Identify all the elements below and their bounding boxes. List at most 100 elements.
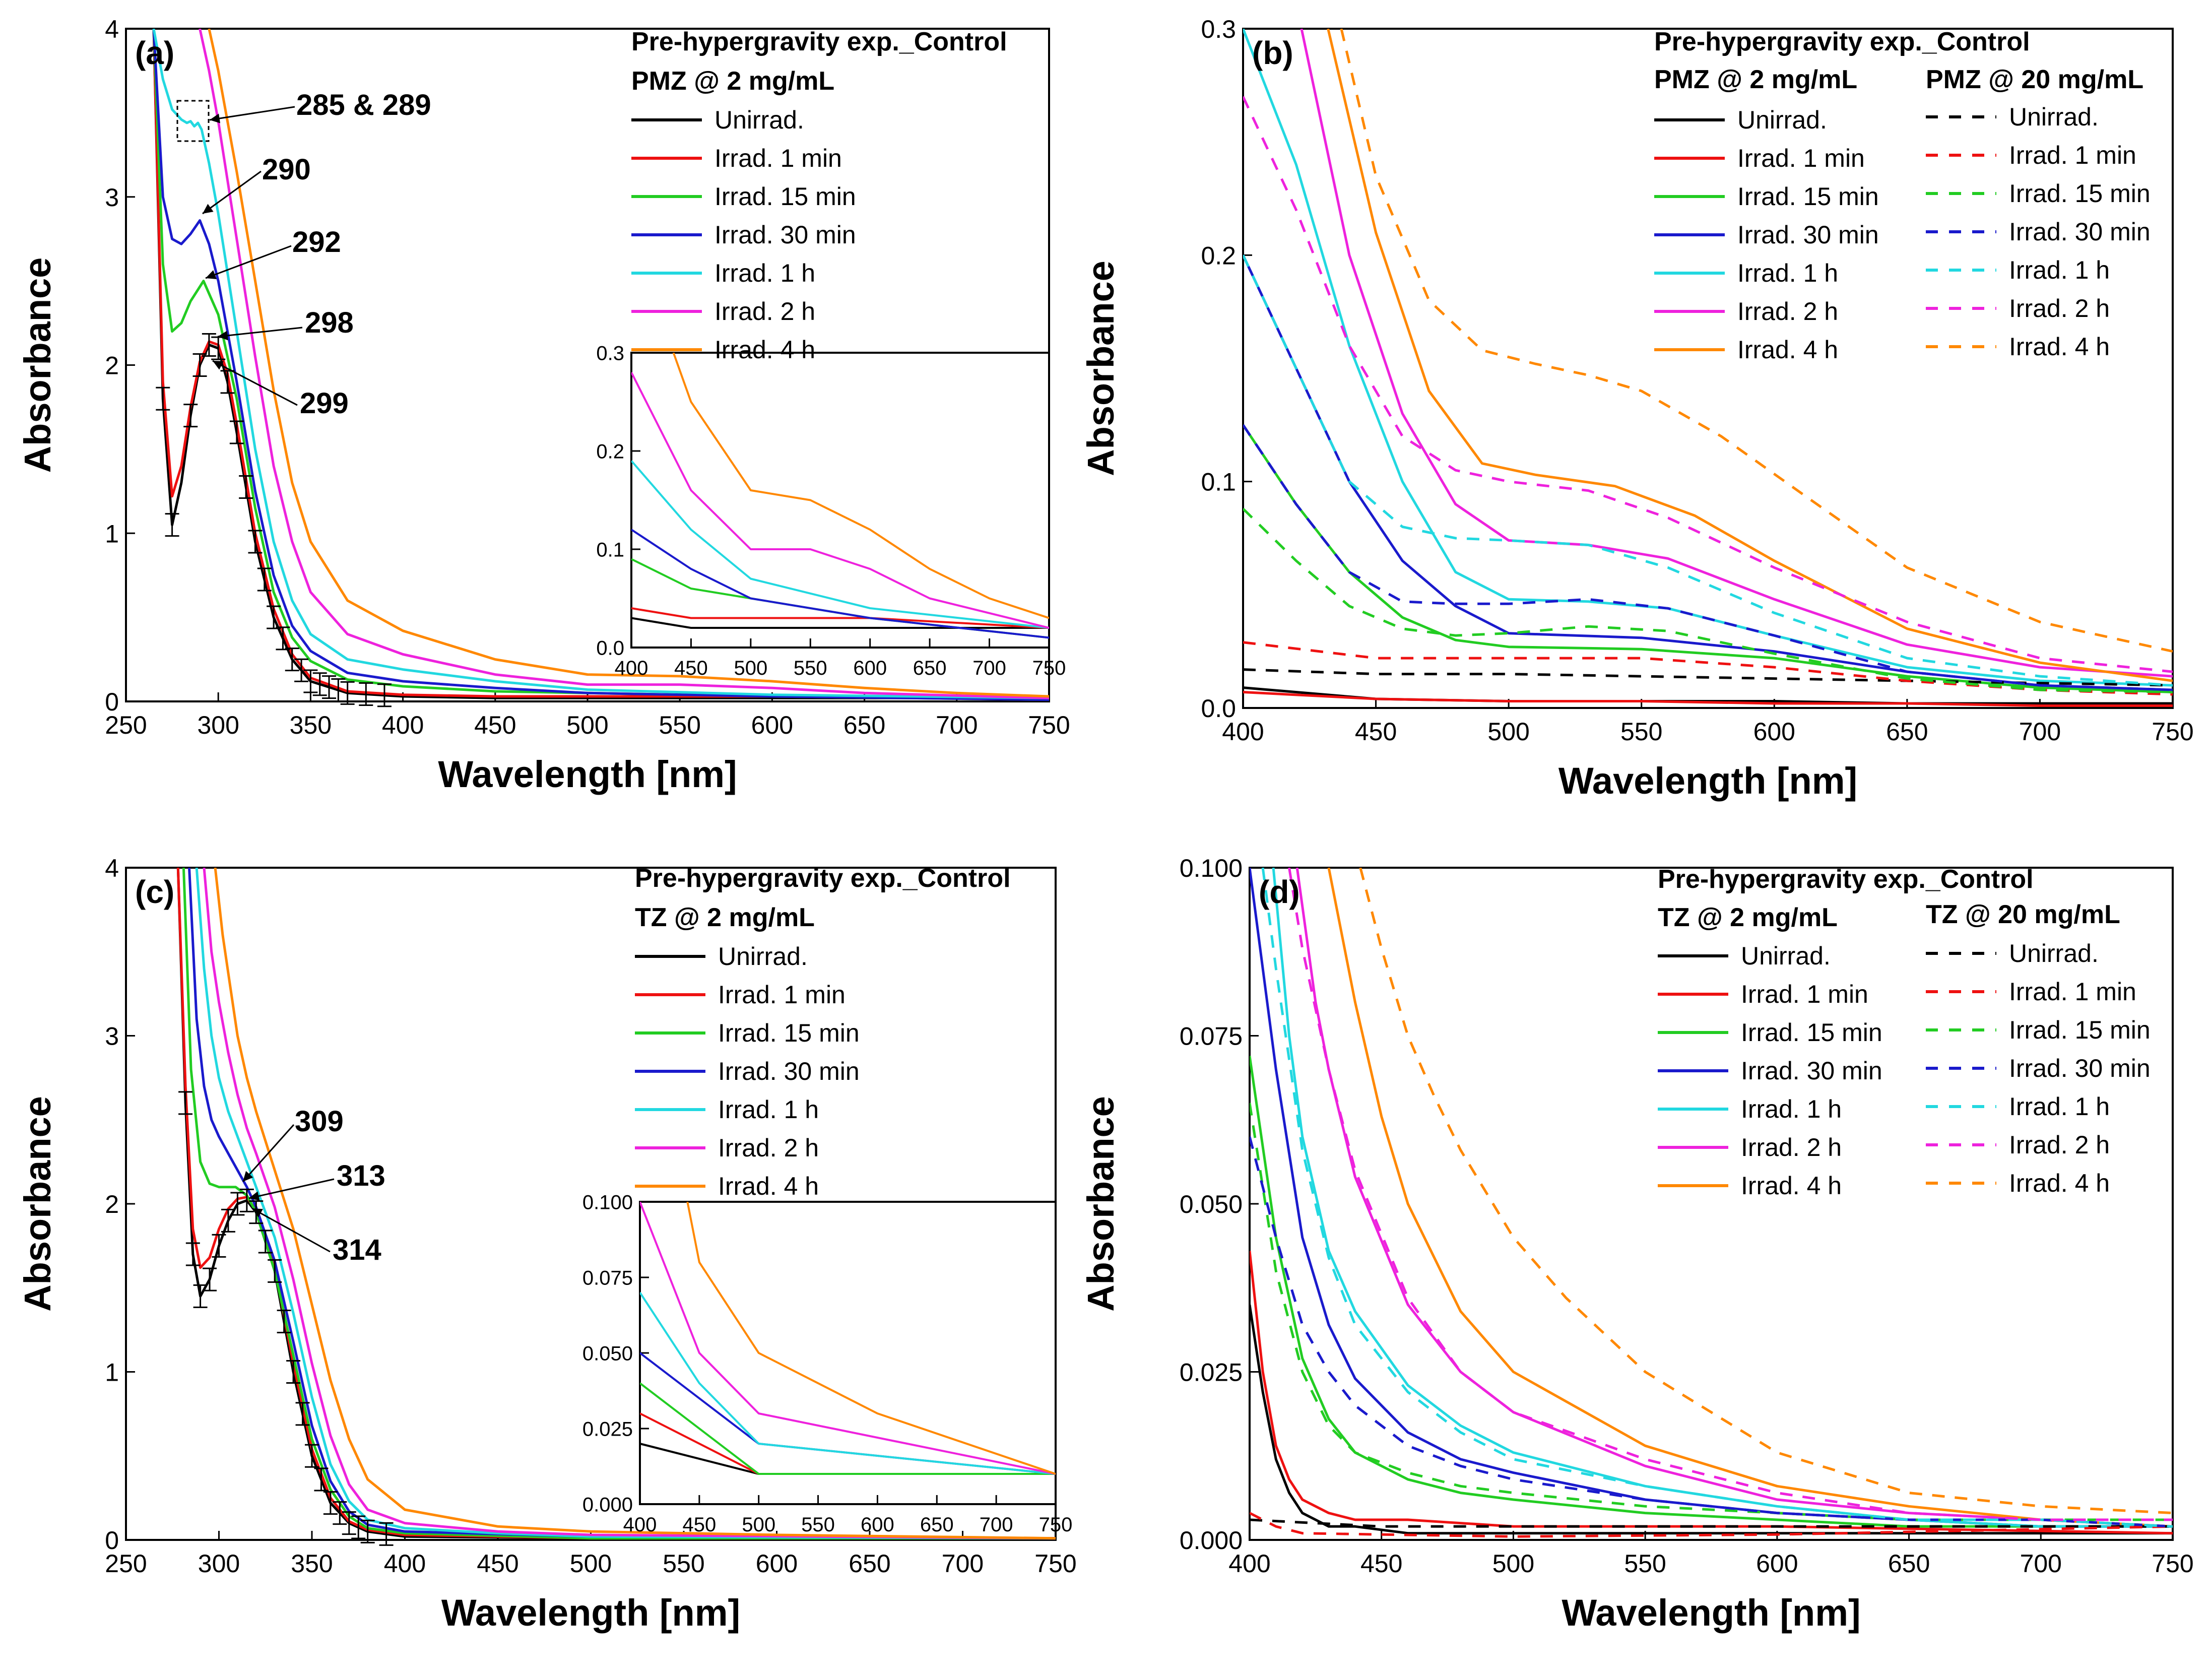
plot-frame: [1242, 28, 2174, 709]
annotation-arrow: [251, 1207, 331, 1253]
peak-annotation: 309: [295, 1105, 344, 1138]
y-tick-label: 4: [105, 854, 119, 882]
series-line: [1359, 868, 2173, 1515]
x-tick-label: 600: [751, 711, 793, 739]
y-tick-label: 1: [105, 1359, 119, 1387]
legend-label: Irrad. 30 min: [718, 1057, 860, 1085]
x-tick-label: 500: [734, 657, 767, 679]
legend-label: Irrad. 2 h: [718, 1134, 819, 1162]
y-tick-label: 0: [105, 688, 119, 716]
legend-label: Irrad. 1 min: [714, 144, 842, 172]
x-tick-label: 700: [2019, 718, 2061, 746]
series-line: [1340, 29, 2173, 653]
x-tick-label: 450: [674, 657, 708, 679]
x-tick-label: 250: [105, 711, 147, 739]
inset-series-group: [631, 353, 1049, 639]
x-tick-label: 700: [936, 711, 978, 739]
panel-0: 250 300 350 400 450 500 550 600 650 700 750 0 1 2 3 4: [105, 15, 1070, 739]
legend-label: Irrad. 30 min: [1737, 221, 1879, 249]
x-tick-label: 500: [566, 711, 608, 739]
legend-label: Unirrad.: [2009, 939, 2099, 967]
x-tick-label: 550: [794, 657, 827, 679]
series-line: [1327, 868, 2173, 1528]
series-line: [631, 460, 1049, 629]
inset-0: 400 450 500 550 600 650 700 750 0.0 0.1 0.2 0.3: [596, 342, 1066, 679]
legend-title: Pre-hypergravity exp._Control: [1658, 865, 2034, 894]
y-tick-label: 0.0: [1201, 694, 1236, 723]
peak-annotation: 292: [292, 226, 341, 259]
x-tick-label: 550: [659, 711, 700, 739]
x-tick-label: 650: [1888, 1549, 1930, 1578]
x-tick-label: 450: [682, 1514, 716, 1536]
series-line: [631, 607, 1049, 629]
y-tick-label: 0.025: [582, 1418, 633, 1440]
series-group: [1243, 29, 2173, 707]
x-tick-label: 550: [801, 1514, 835, 1536]
legend-subtitle: PMZ @ 2 mg/mL: [1654, 65, 1857, 94]
legend-label: Irrad. 1 h: [1741, 1095, 1842, 1123]
panel-label: (c): [135, 874, 174, 910]
legend-title: Pre-hypergravity exp._Control: [1654, 27, 2030, 56]
annotation-arrowhead: [243, 1171, 253, 1182]
x-tick-label: 300: [197, 711, 239, 739]
x-tick-label: 550: [663, 1549, 704, 1578]
peak-annotation: 290: [262, 153, 311, 186]
legend-label: Irrad. 2 h: [2009, 294, 2110, 322]
legend-label: Irrad. 30 min: [2009, 218, 2151, 246]
series-line: [1288, 868, 2173, 1521]
series-line: [152, 29, 1049, 701]
y-tick-label: 4: [105, 15, 119, 43]
plot-frame: [1249, 867, 2174, 1541]
y-axis-title: Absorbance: [17, 1096, 58, 1312]
x-axis-title: Wavelength [nm]: [438, 753, 737, 795]
series-group: [152, 29, 1049, 701]
series-line: [640, 1202, 1056, 1475]
inset-background: [631, 353, 1049, 648]
series-line: [208, 29, 1049, 698]
series-line: [1250, 1136, 2173, 1528]
legend-title: Pre-hypergravity exp._Control: [631, 27, 1007, 56]
annotation-arrowhead: [213, 361, 224, 370]
series-line: [203, 868, 1056, 1540]
annotation-arrow: [217, 327, 303, 338]
annotation-arrow: [209, 106, 295, 121]
legend-label: Irrad. 30 min: [2009, 1054, 2151, 1082]
legend-subtitle: TZ @ 2 mg/mL: [635, 903, 815, 932]
series-line: [640, 1382, 1056, 1475]
plot-frame: [630, 352, 1050, 649]
x-axis-title: Wavelength [nm]: [1562, 1592, 1860, 1634]
panel-1: 400 450 500 550 600 650 700 750 0.0 0.1 0.2 0.3: [1201, 15, 2193, 746]
legend-label: Irrad. 1 min: [718, 981, 846, 1009]
x-tick-label: 750: [2152, 718, 2193, 746]
annotation-arrowhead: [206, 270, 217, 279]
legend-label: Unirrad.: [714, 106, 804, 134]
y-tick-label: 2: [105, 352, 119, 380]
x-tick-label: 700: [972, 657, 1006, 679]
panel-label: (a): [135, 35, 174, 71]
legend-label: Irrad. 30 min: [714, 221, 856, 249]
x-tick-label: 450: [1360, 1549, 1402, 1578]
y-tick-label: 0.2: [1201, 241, 1236, 270]
y-tick-label: 0.3: [596, 342, 624, 364]
inset-2: 400 450 500 550 600 650 700 750 0.000 0.025 0.050 0…: [582, 1191, 1072, 1536]
series-line: [195, 868, 1056, 1540]
series-line: [1250, 1518, 2173, 1528]
legend-label: Irrad. 4 h: [2009, 1169, 2110, 1197]
panel-label: (d): [1259, 874, 1300, 910]
x-tick-label: 350: [291, 1549, 333, 1578]
annotation-arrow: [242, 1124, 295, 1182]
y-axis-title: Absorbance: [1080, 1096, 1122, 1312]
y-tick-label: 0.050: [1180, 1190, 1243, 1218]
x-tick-label: 400: [1222, 718, 1264, 746]
annotation-arrowhead: [252, 1208, 263, 1217]
series-line: [631, 529, 1049, 639]
peak-annotation: 285 & 289: [296, 89, 431, 121]
series-line: [1327, 29, 2173, 682]
series-line: [1243, 254, 2173, 687]
peak-annotation: 299: [300, 387, 349, 420]
x-tick-label: 600: [1753, 718, 1795, 746]
peak-annotation: 298: [305, 306, 354, 339]
legend-label: Irrad. 2 h: [714, 297, 815, 326]
x-axis-title: Wavelength [nm]: [441, 1592, 740, 1634]
y-tick-label: 0.0: [596, 637, 624, 659]
